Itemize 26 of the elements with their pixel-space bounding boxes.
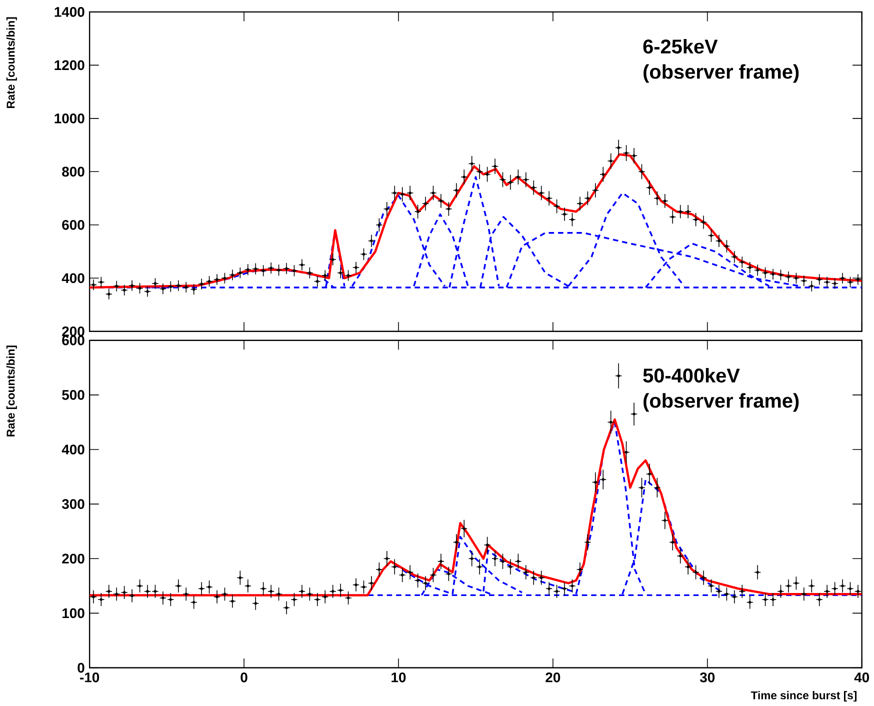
- y-tick-label: 200: [62, 554, 84, 564]
- x-tick-label: 40: [854, 672, 870, 682]
- y-tick-label: 1400: [54, 7, 84, 17]
- y-tick-label: 800: [62, 166, 84, 177]
- x-tick-label: 0: [240, 672, 248, 682]
- y-tick-label: 400: [62, 444, 84, 454]
- y-tick-label: 600: [62, 220, 84, 230]
- x-axis-title: Time since burst [s]: [750, 691, 857, 702]
- x-tick-label: -10: [80, 672, 100, 682]
- y-tick-label: 1000: [54, 114, 84, 124]
- annotation: (observer frame): [644, 64, 799, 83]
- annotation: 6-25keV: [643, 39, 718, 54]
- annotation: (observer frame): [644, 393, 799, 412]
- x-tick-label: 20: [546, 672, 560, 682]
- annotation: 50-400keV: [643, 368, 740, 383]
- y-tick-label: 1200: [54, 60, 84, 70]
- y-tick-label: 600: [62, 335, 84, 346]
- y-axis-title: Rate [counts/bin]: [6, 17, 17, 108]
- y-tick-label: 400: [62, 273, 84, 284]
- x-tick-label: 30: [700, 672, 715, 682]
- y-tick-label: 100: [62, 608, 84, 618]
- x-tick-label: 10: [392, 672, 406, 682]
- y-tick-label: 500: [62, 390, 84, 400]
- y-tick-label: 0: [78, 662, 84, 673]
- y-axis-title: Rate [counts/bin]: [6, 346, 17, 436]
- y-tick-label: 300: [62, 499, 84, 510]
